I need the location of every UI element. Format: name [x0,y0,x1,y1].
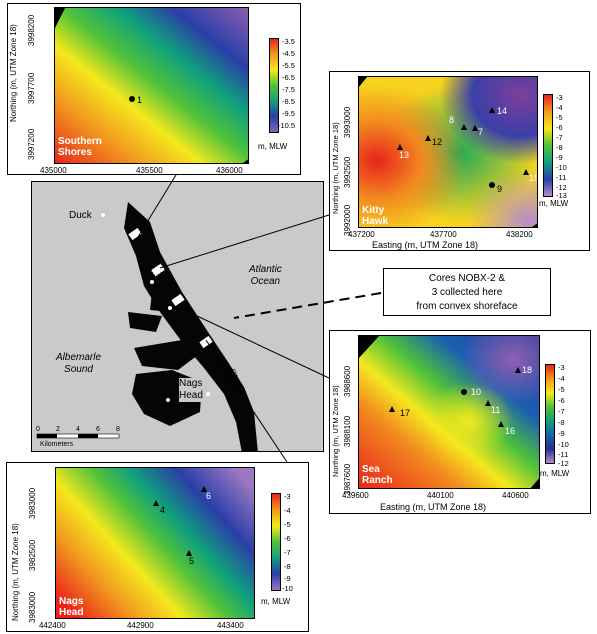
scale-label: Kilometers [40,441,74,448]
point-label-12: 12 [432,137,443,147]
site-box-southern-shores [127,226,143,242]
marker-triangle [485,400,491,406]
point-label-18: 18 [522,365,533,375]
sea-ranch-xlabel: Easting (m, UTM Zone 18) [380,502,487,512]
southern-shores-colorbar [269,38,279,133]
nags-head-xtick-1: 442400 [39,621,66,630]
sea-ranch-xtick-1: 439600 [342,491,369,500]
nags-head-colorbar [271,493,281,591]
marker-triangle [389,406,395,412]
southern-shores-bathymetry: Southern Shores 1 [54,7,249,164]
marker-triangle [523,169,529,175]
nags-head-raster [56,468,254,618]
point-label-7: 7 [478,127,484,137]
nags-head-panel: Northing (m, UTM Zone 18) 3983000 398250… [6,462,309,632]
kitty-hawk-xlabel: Easting (m, UTM Zone 18) [372,240,479,250]
point-label-10: 10 [471,387,482,397]
point-label-9: 9 [497,184,503,194]
sea-ranch-xtick-3: 440600 [502,491,529,500]
kitty-hawk-unit: m, MLW [539,199,569,208]
kitty-hawk-colorbar [543,94,553,197]
marker-triangle [397,144,403,150]
sea-ranch-colorbar [545,364,555,464]
southern-shores-xtick-3: 436000 [216,166,243,175]
marker-triangle [498,421,504,427]
core-callout-box: Cores NOBX-2 & 3 collected here from con… [383,268,551,316]
marker-triangle [201,486,207,492]
kitty-hawk-xtick-1: 437200 [348,230,375,239]
point-label-8: 8 [449,115,455,125]
sea-ranch-site-label: Sea Ranch [362,464,393,486]
location-map: Duck Atlantic Ocean Albemarle Sound Nags… [31,181,324,452]
duck-label: Duck [69,210,92,221]
southern-shores-raster [55,8,248,163]
point-label-5: 5 [189,556,195,566]
southern-shores-unit: m, MLW [258,142,288,151]
marker-triangle [489,107,495,113]
sea-ranch-xtick-2: 440100 [427,491,454,500]
town-marker-1 [150,280,154,284]
marker-triangle [425,135,431,141]
kitty-hawk-bathymetry: Kitty Hawk 14 8 7 12 13 9 15 [358,76,538,228]
island-c [134,340,202,370]
sea-ranch-unit: m, MLW [540,469,570,478]
nags-head-marker [206,392,210,396]
sea-ranch-bathymetry: Sea Ranch 18 10 11 17 16 [358,335,540,489]
atlantic-ocean-label: Atlantic Ocean [249,264,282,287]
kitty-hawk-xtick-2: 437700 [430,230,457,239]
albemarle-sound-label: Albemarle Sound [56,352,102,375]
point-label-6: 6 [206,491,212,501]
nags-head-xtick-3: 443400 [217,621,244,630]
town-marker-2 [168,306,172,310]
nags-head-site-label: Nags Head [59,596,84,618]
point-label-4: 4 [160,505,166,515]
marker-triangle [461,124,467,130]
marker-circle [489,182,495,188]
point-label-1: 1 [137,95,143,105]
island-b [128,312,162,332]
point-label-15: 15 [529,173,537,183]
point-label-11: 11 [491,405,501,415]
sea-ranch-panel: Northing (m, UTM Zone 18) 3988600 398810… [329,330,591,514]
marker-triangle [515,367,521,373]
nags-head-bathymetry: Nags Head 6 4 5 [55,467,255,619]
kitty-hawk-xtick-3: 438200 [506,230,533,239]
site-box-nags-head [222,368,246,402]
duck-marker [101,213,105,217]
nags-head-unit: m, MLW [261,597,291,606]
outer-banks-landmass [124,202,258,451]
southern-shores-xtick-2: 435500 [136,166,163,175]
kitty-hawk-site-label: Kitty Hawk [362,205,389,227]
site-box-core-location [170,292,186,308]
point-label-16: 16 [505,426,516,436]
island-a [150,292,182,312]
marker-triangle [186,550,192,556]
kitty-hawk-raster [359,77,537,227]
marker-circle [461,389,467,395]
roanoke-marker [166,398,170,402]
nags-head-xtick-2: 442900 [127,621,154,630]
marker-triangle [472,125,478,131]
point-label-14: 14 [497,106,508,116]
marker-circle [129,96,135,102]
kitty-hawk-panel: Northing (m, UTM Zone 18) 3993000 399250… [329,71,590,251]
sea-ranch-raster [359,336,539,488]
point-label-13: 13 [399,150,410,160]
southern-shores-panel: Northing (m, UTM Zone 18) 3998200 399770… [7,3,301,175]
southern-shores-site-label: Southern Shores [58,136,102,158]
southern-shores-xtick-1: 435000 [40,166,67,175]
marker-triangle [153,500,159,506]
site-box-sea-ranch [198,334,214,350]
nags-head-label: Nags Head [179,378,203,402]
point-label-17: 17 [400,408,411,418]
